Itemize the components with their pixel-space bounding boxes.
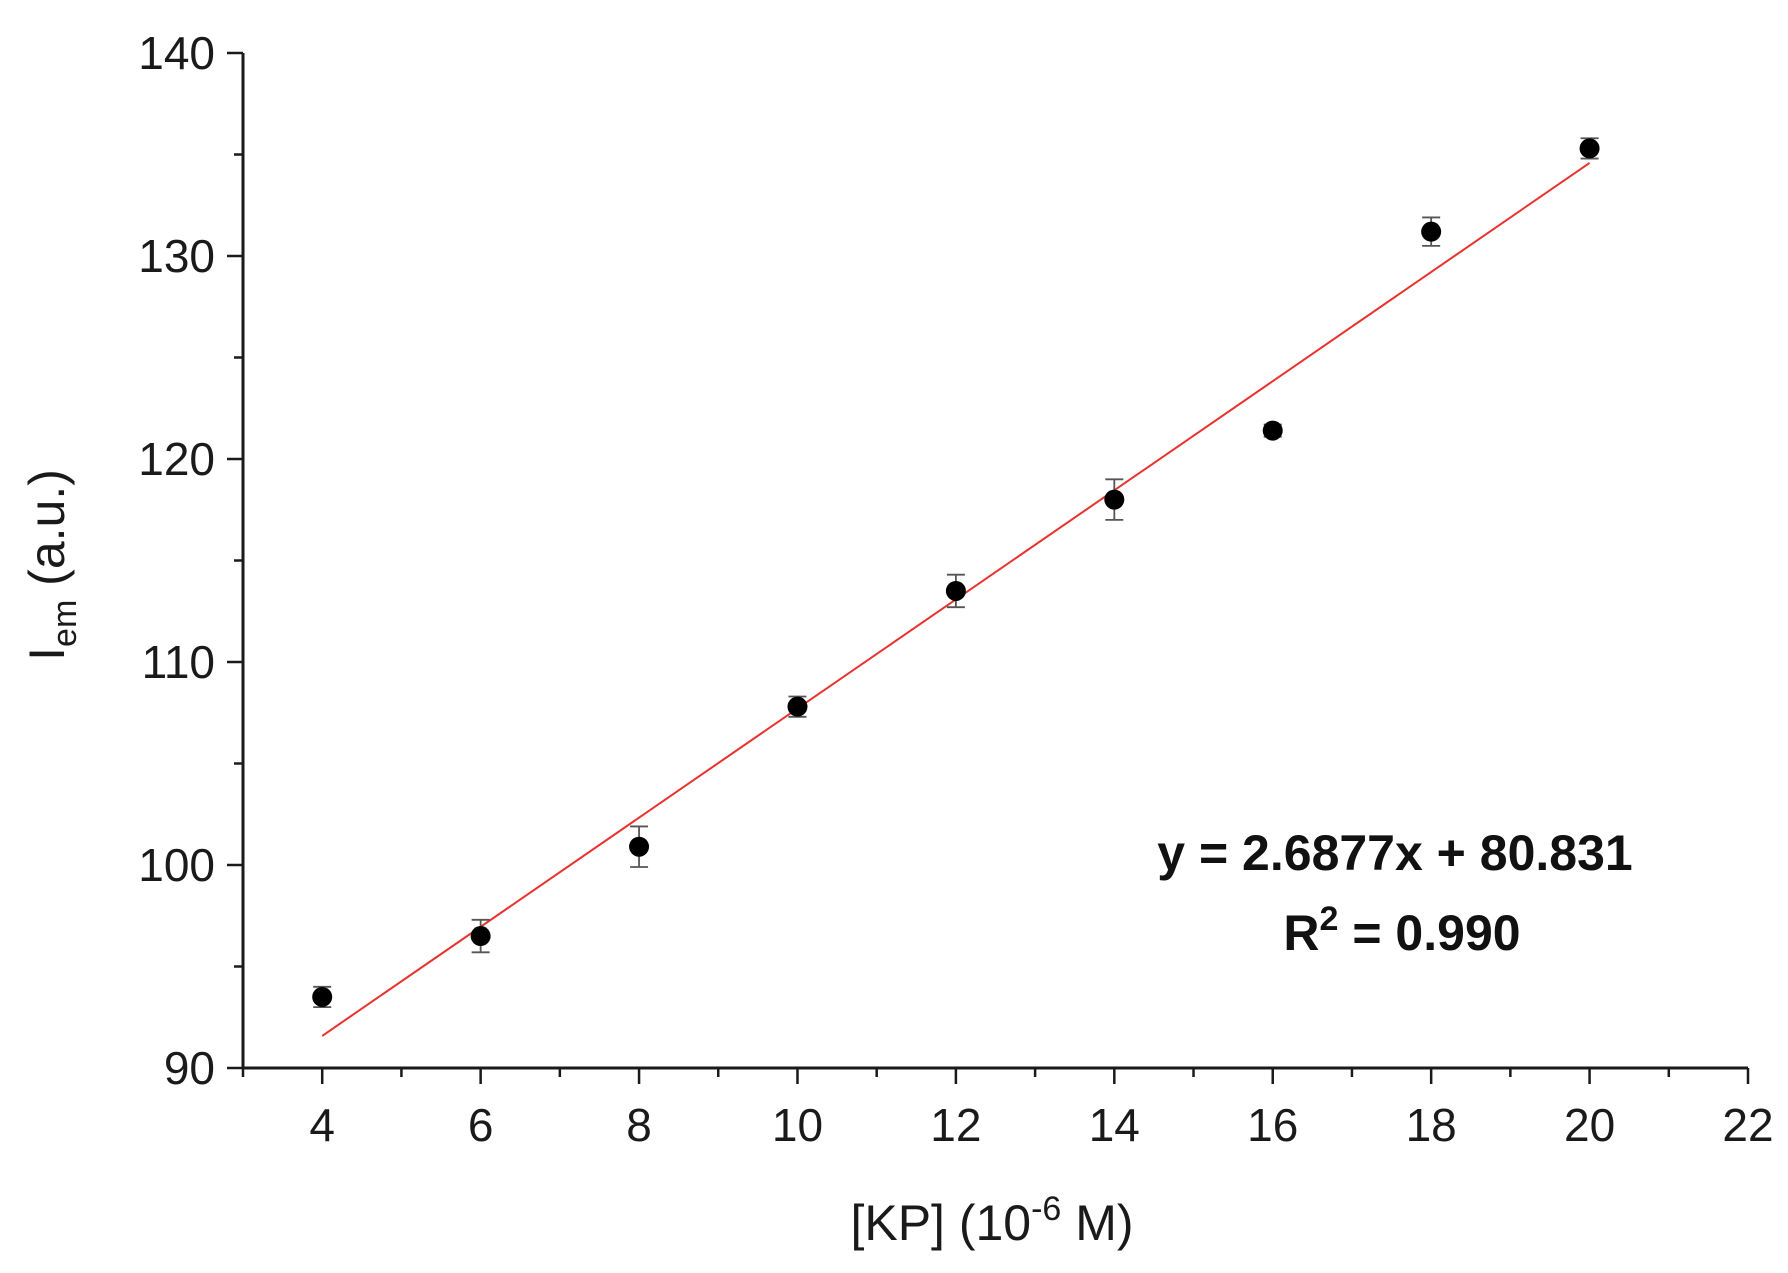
r-squared: R2 = 0.990 <box>1283 900 1520 961</box>
x-tick-label: 4 <box>309 1099 335 1151</box>
data-point <box>1579 138 1600 159</box>
y-tick-label: 100 <box>138 839 215 891</box>
data-point <box>1262 420 1283 441</box>
data-point <box>470 926 491 947</box>
x-tick-label: 8 <box>626 1099 652 1151</box>
y-tick-label: 120 <box>138 433 215 485</box>
x-tick-label: 12 <box>930 1099 981 1151</box>
x-tick-label: 10 <box>772 1099 823 1151</box>
y-axis-title: Iem (a.u.) <box>19 469 84 661</box>
x-tick-label: 18 <box>1406 1099 1457 1151</box>
data-point <box>1421 221 1442 242</box>
data-point <box>1104 489 1125 510</box>
x-tick-label: 22 <box>1722 1099 1773 1151</box>
x-tick-label: 20 <box>1564 1099 1615 1151</box>
x-tick-label: 14 <box>1089 1099 1140 1151</box>
data-points-group <box>312 137 1600 1008</box>
x-axis-title: [KP] (10-6 M) <box>850 1190 1133 1251</box>
x-tick-label: 6 <box>468 1099 494 1151</box>
y-tick-label: 130 <box>138 230 215 282</box>
y-tick-label: 140 <box>138 27 215 79</box>
axes: 4 6 8 10 12 14 16 18 20 22 90 100 110 120 130 140 <box>138 27 1773 1151</box>
x-tick-label: 16 <box>1247 1099 1298 1151</box>
data-point <box>629 836 650 857</box>
data-point <box>945 580 966 601</box>
data-point <box>787 696 808 717</box>
y-tick-label: 90 <box>164 1042 215 1094</box>
y-tick-label: 110 <box>142 636 215 688</box>
data-point <box>312 986 333 1007</box>
fit-equation: y = 2.6877x + 80.831 <box>1157 825 1632 881</box>
